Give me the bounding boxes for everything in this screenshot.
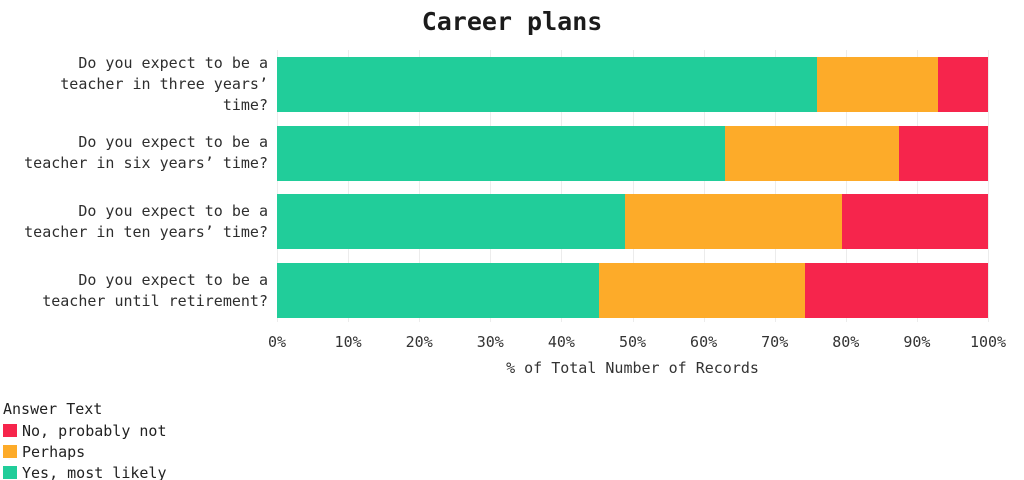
gridline bbox=[774, 50, 776, 322]
chart-title: Career plans bbox=[421, 7, 603, 36]
category-label: Do you expect to be a teacher in ten yea… bbox=[24, 201, 268, 241]
x-tick-label: 0% bbox=[267, 333, 287, 351]
bar-segment[interactable] bbox=[625, 194, 843, 250]
x-tick-label: 10% bbox=[334, 333, 362, 351]
legend-label: Perhaps bbox=[22, 442, 86, 461]
bar-segment[interactable] bbox=[899, 125, 988, 181]
gridline bbox=[348, 50, 350, 322]
gridline bbox=[988, 50, 989, 322]
category-label: Do you expect to be a teacher in three y… bbox=[60, 54, 268, 114]
legend-title: Answer Text bbox=[3, 400, 103, 418]
legend-label: Yes, most likely bbox=[22, 463, 167, 480]
legend-item[interactable]: Yes, most likely bbox=[3, 462, 167, 480]
plot-area bbox=[277, 50, 989, 322]
x-tick-label: 40% bbox=[547, 333, 575, 351]
legend-swatch bbox=[3, 466, 17, 479]
x-tick-label: 60% bbox=[690, 333, 718, 351]
bar-segment[interactable] bbox=[938, 57, 988, 112]
gridline bbox=[490, 50, 492, 322]
gridline bbox=[845, 50, 847, 322]
bar-segment[interactable] bbox=[842, 194, 988, 250]
legend-swatch bbox=[3, 445, 17, 458]
legend-swatch bbox=[3, 424, 17, 437]
x-tick-label: 30% bbox=[476, 333, 504, 351]
bar-segment[interactable] bbox=[804, 263, 988, 318]
bar-segment[interactable] bbox=[277, 125, 725, 181]
bar-row bbox=[277, 125, 988, 181]
x-tick-label: 50% bbox=[618, 333, 647, 351]
x-tick-label: 20% bbox=[405, 333, 433, 351]
bar-segment[interactable] bbox=[277, 194, 626, 250]
gridline bbox=[561, 50, 563, 322]
gridline bbox=[277, 50, 278, 322]
legend-item[interactable]: No, probably not bbox=[3, 420, 167, 441]
bar-segment[interactable] bbox=[599, 263, 805, 318]
legend-label: No, probably not bbox=[22, 421, 167, 440]
legend: Answer Text No, probably not Perhaps Yes, … bbox=[3, 399, 167, 480]
gridline bbox=[632, 50, 634, 322]
bar-segment[interactable] bbox=[817, 57, 939, 112]
category-label: Do you expect to be a teacher in six yea… bbox=[24, 133, 268, 173]
bar-segment[interactable] bbox=[277, 263, 600, 318]
gridline bbox=[916, 50, 918, 322]
x-tick-label: 80% bbox=[832, 333, 860, 351]
bar-row bbox=[277, 263, 988, 318]
bar-row bbox=[277, 194, 988, 250]
gridline bbox=[419, 50, 421, 322]
x-tick-label: 70% bbox=[761, 333, 789, 351]
bar-segment[interactable] bbox=[277, 57, 818, 112]
x-tick-label: 90% bbox=[903, 333, 931, 351]
x-tick-label: 100% bbox=[969, 333, 1007, 351]
bar-row bbox=[277, 57, 988, 112]
bar-segment[interactable] bbox=[724, 125, 900, 181]
category-label: Do you expect to be a teacher until reti… bbox=[42, 270, 268, 310]
legend-items: No, probably not Perhaps Yes, most likely bbox=[3, 420, 167, 480]
legend-item[interactable]: Perhaps bbox=[3, 441, 167, 462]
x-axis-title: % of Total Number of Records bbox=[506, 359, 759, 377]
gridline bbox=[703, 50, 705, 322]
